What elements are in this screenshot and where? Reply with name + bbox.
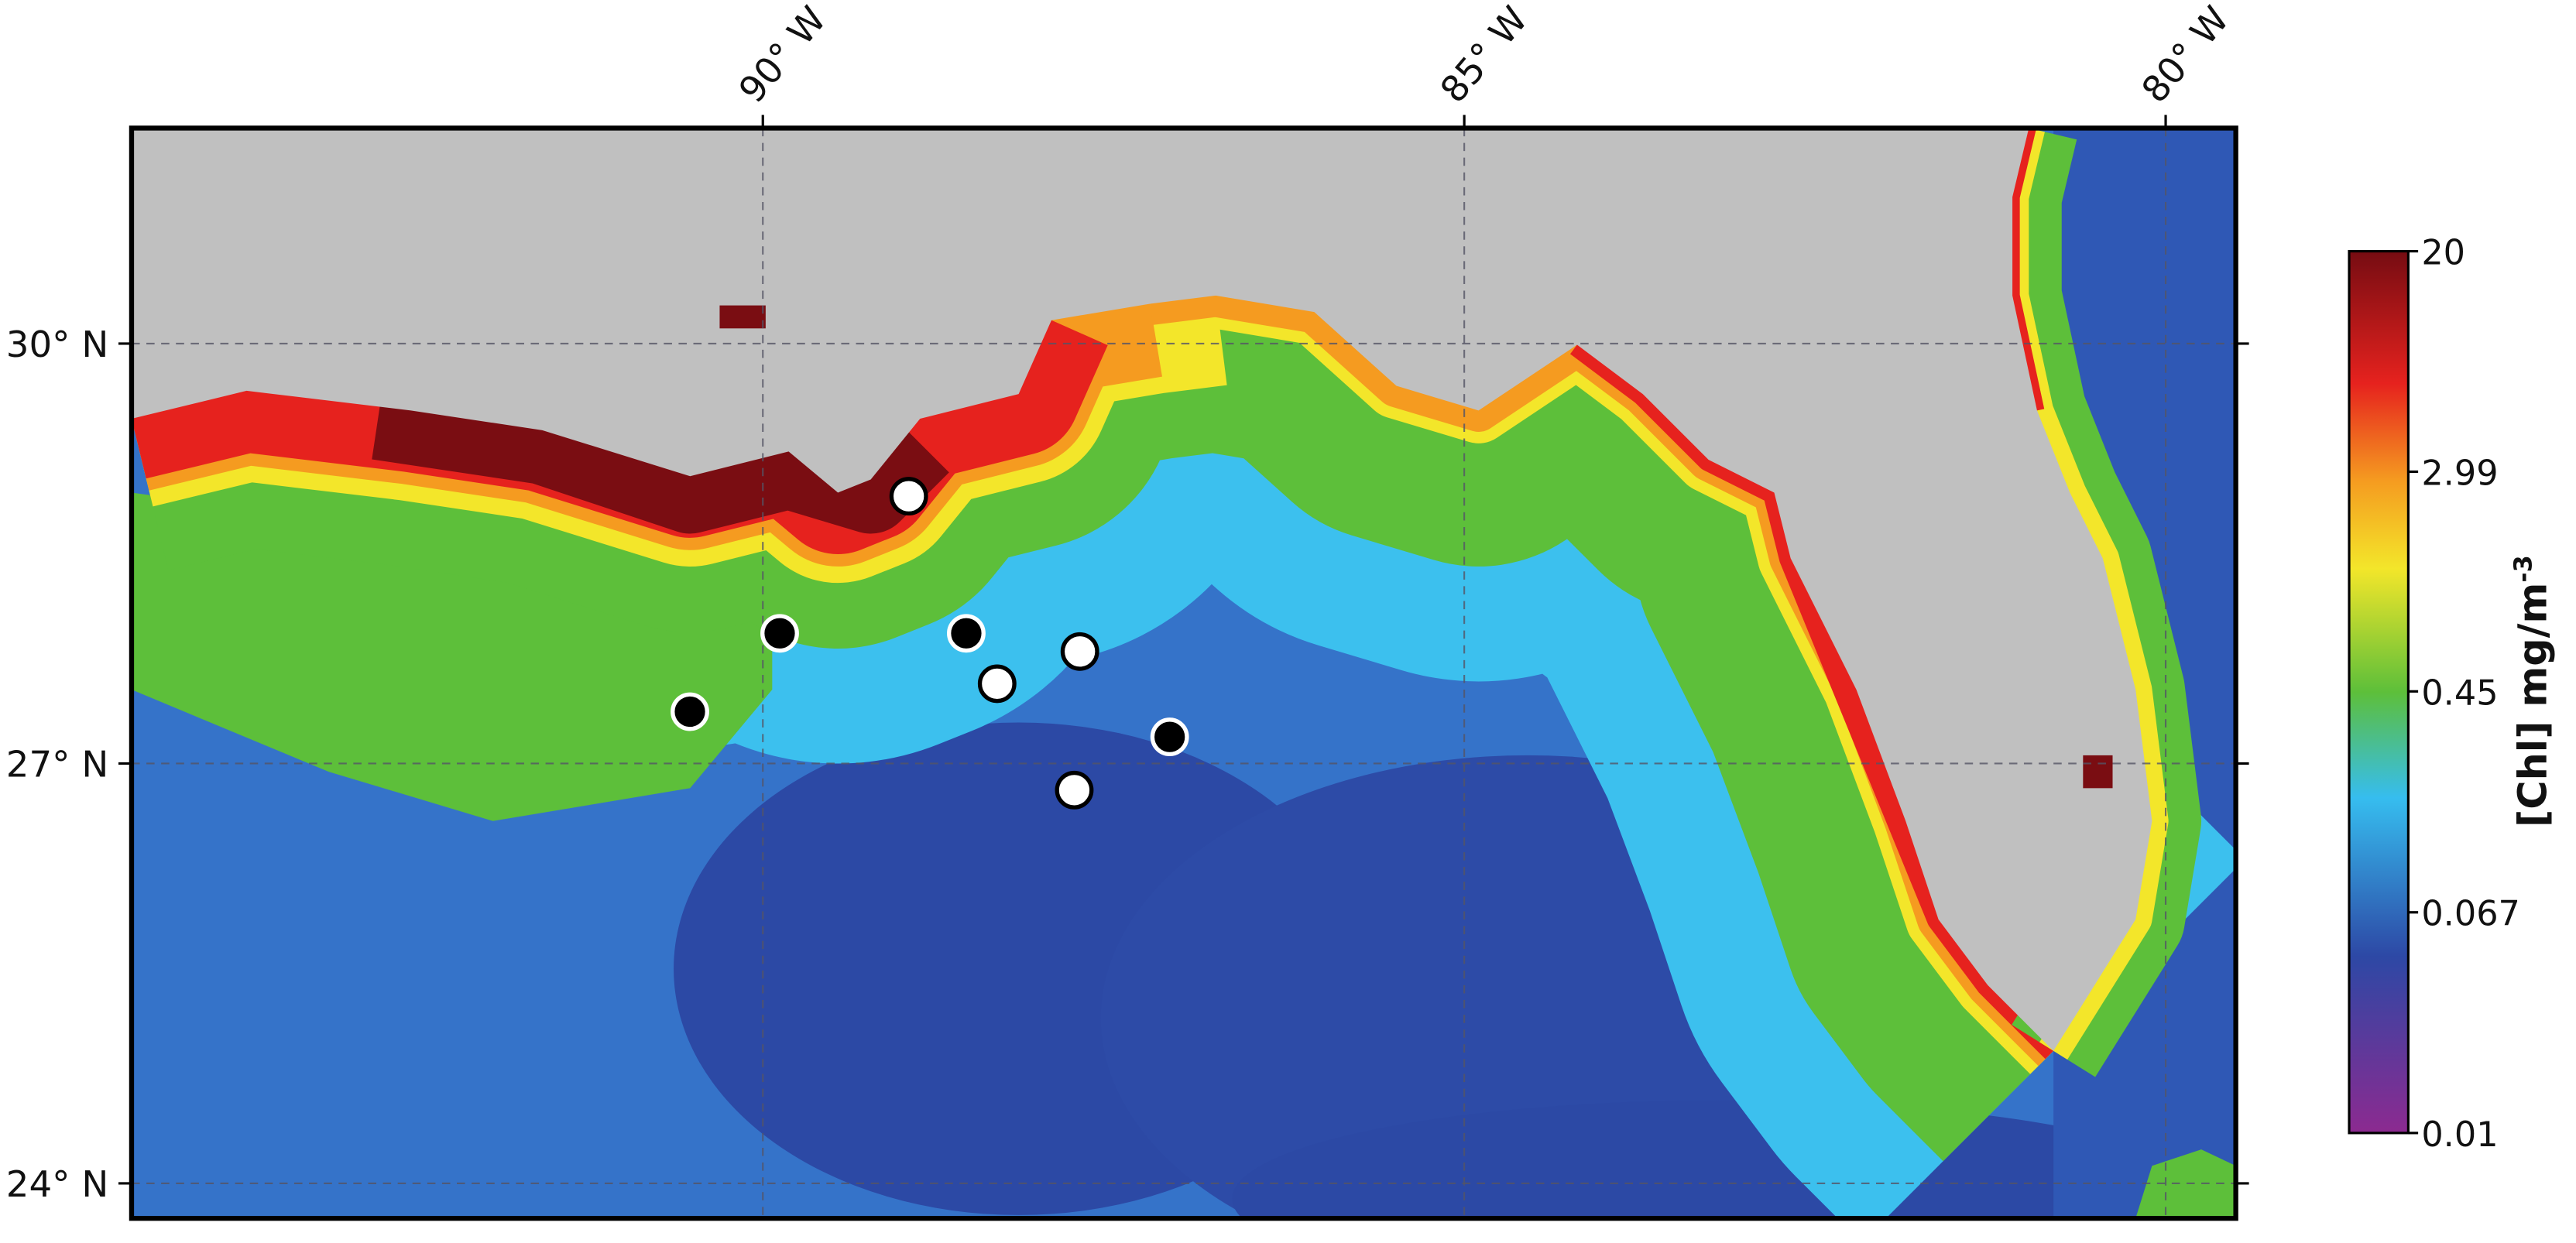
- x-tick-label: 85° W: [1432, 0, 1536, 111]
- colorbar: [2348, 250, 2410, 1135]
- map-frame: [129, 125, 2238, 1221]
- colorbar-tick-label: 0.067: [2421, 894, 2520, 934]
- chlorophyll-field: [131, 128, 2236, 1219]
- station: [947, 614, 986, 653]
- station: [1055, 770, 1094, 810]
- x-tick-label: 90° W: [732, 0, 835, 111]
- station: [1150, 717, 1189, 757]
- station: [760, 614, 799, 653]
- station: [889, 477, 928, 516]
- station: [671, 692, 709, 731]
- colorbar-label-text: [Chl] mg/m: [2511, 583, 2557, 827]
- y-tick-label: 27° N: [6, 744, 108, 786]
- y-tick-label: 24° N: [6, 1164, 108, 1206]
- colorbar-label-sup: -3: [2509, 555, 2538, 582]
- x-tick-label: 80° W: [2134, 0, 2238, 111]
- station: [977, 664, 1017, 704]
- y-tick-label: 30° N: [6, 324, 108, 366]
- colorbar-label: [Chl] mg/m-3: [2509, 555, 2557, 827]
- colorbar-tick-label: 20: [2421, 233, 2465, 273]
- colorbar-tick-label: 2.99: [2421, 453, 2498, 493]
- colorbar-tick-label: 0.01: [2421, 1115, 2498, 1155]
- station: [1060, 632, 1099, 671]
- colorbar-tick-label: 0.45: [2421, 673, 2498, 713]
